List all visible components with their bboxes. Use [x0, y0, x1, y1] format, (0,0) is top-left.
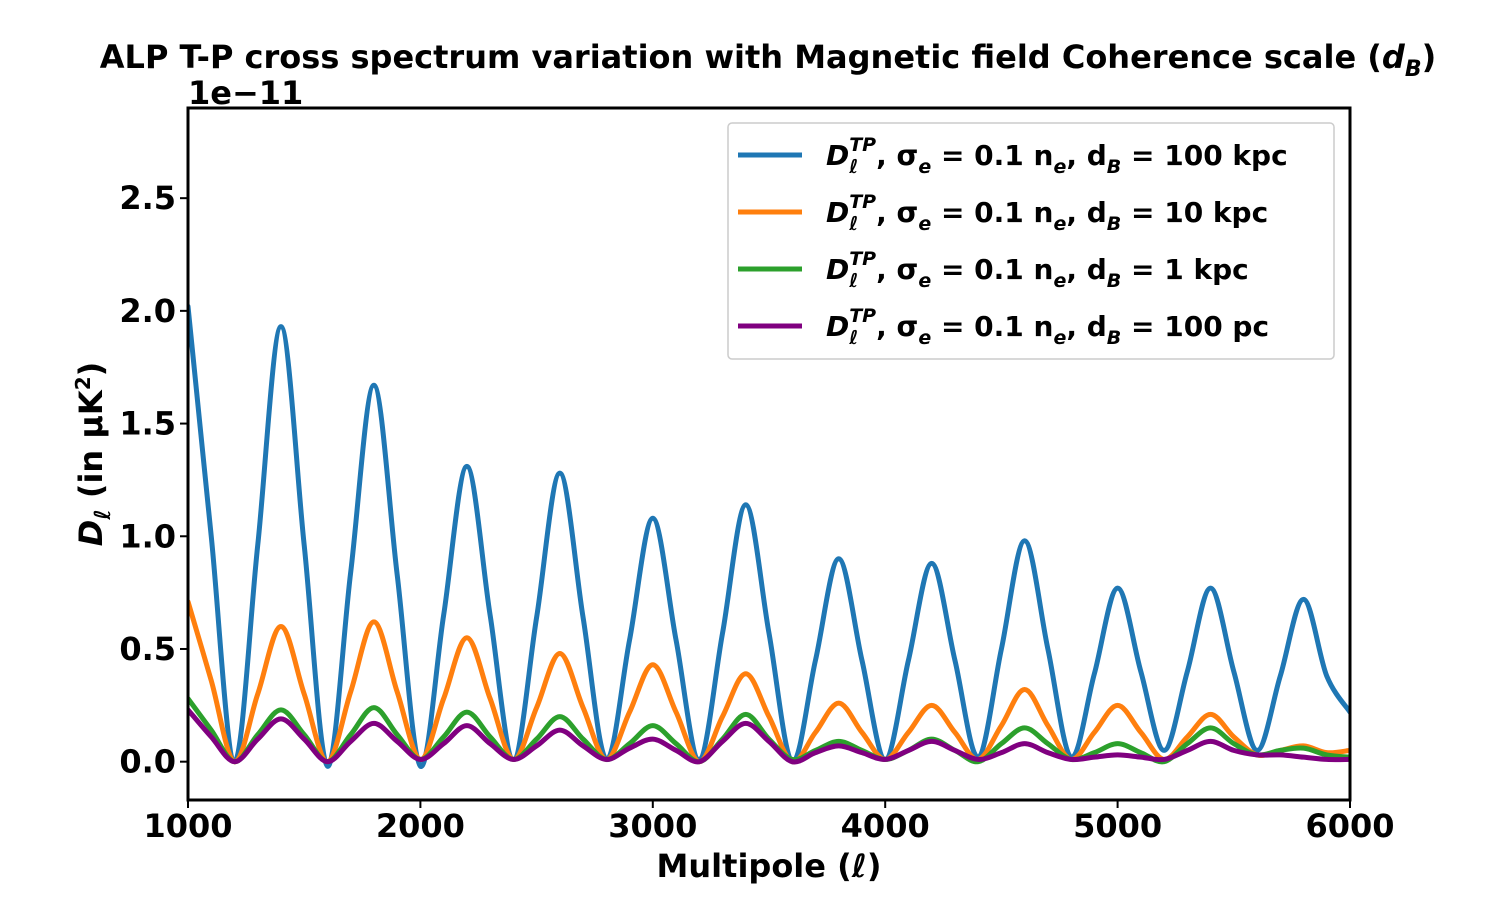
legend-label-2: DℓTP, σe = 0.1 ne, dB = 10 kpc — [826, 191, 1268, 235]
x-tick-label: 6000 — [1305, 807, 1394, 845]
chart-title: ALP T-P cross spectrum variation with Ma… — [100, 38, 1436, 82]
x-tick-label: 1000 — [143, 807, 232, 845]
chart-title-text: ALP T-P cross spectrum variation with Ma… — [100, 38, 1356, 76]
y-axis-label-unit-sup: 2 — [71, 376, 95, 390]
y-axis-label-unit-close: ) — [72, 362, 110, 377]
x-tick-label: 5000 — [1073, 807, 1162, 845]
legend-label-4: DℓTP, σe = 0.1 ne, dB = 100 pc — [826, 305, 1269, 349]
legend-label-3: DℓTP, σe = 0.1 ne, dB = 1 kpc — [826, 248, 1249, 292]
legend-label-1: DℓTP, σe = 0.1 ne, dB = 100 kpc — [826, 134, 1288, 178]
y-tick-label: 0.0 — [119, 743, 176, 781]
y-tick-label: 1.0 — [119, 517, 176, 555]
chart-title-symbol: d — [1382, 38, 1406, 76]
y-axis-label-unit: (in μK — [72, 389, 110, 498]
series-line-2 — [188, 599, 1350, 765]
y-axis-label: Dℓ (in μK2) — [71, 362, 116, 547]
chart-title-symbol-sub: B — [1405, 57, 1422, 82]
x-axis-label-text: Multipole — [657, 847, 826, 885]
x-axis-label: Multipole (ℓ) — [657, 847, 882, 885]
y-tick-label: 0.5 — [119, 630, 176, 668]
x-tick-label: 3000 — [608, 807, 697, 845]
y-axis-ticks: 0.0 0.5 1.0 1.5 2.0 2.5 — [119, 179, 188, 781]
y-axis-label-symbol: D — [72, 520, 110, 547]
plot-area — [188, 303, 1350, 769]
x-tick-label: 4000 — [841, 807, 930, 845]
plot-frame — [186, 106, 1352, 802]
y-axis-label-sub: ℓ — [91, 509, 116, 520]
series-line-4 — [188, 707, 1350, 765]
x-axis-ticks: 1000 2000 3000 4000 5000 6000 — [143, 800, 1395, 845]
y-tick-label: 2.0 — [119, 292, 176, 330]
y-tick-label: 1.5 — [119, 405, 176, 443]
x-tick-label: 2000 — [376, 807, 465, 845]
x-axis-label-symbol: ℓ — [851, 847, 867, 885]
legend: DℓTP, σe = 0.1 ne, dB = 100 kpc DℓTP, σe … — [727, 122, 1335, 360]
y-offset-text: 1e−11 — [188, 74, 303, 112]
legend-box — [727, 122, 1335, 360]
y-tick-label: 2.5 — [119, 179, 176, 217]
series-line-1 — [188, 303, 1350, 769]
